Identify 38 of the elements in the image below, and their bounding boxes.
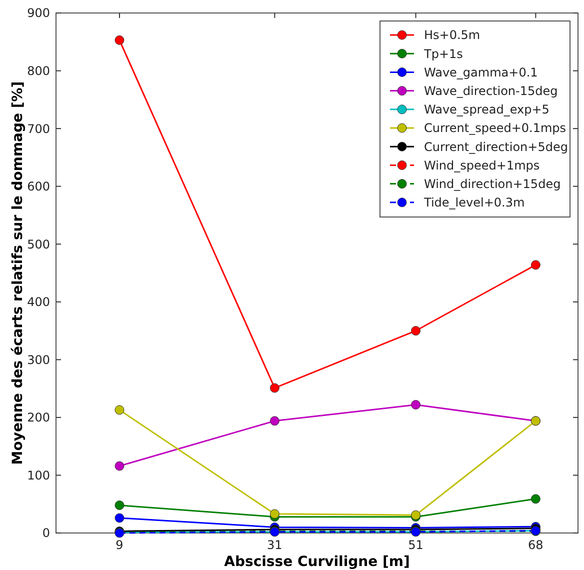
x-tick-label: 51 [408, 538, 424, 552]
point [270, 416, 280, 426]
legend-label: Tide_level+0.3m [423, 196, 525, 210]
y-tick-label: 600 [27, 180, 50, 194]
y-tick-label: 800 [27, 64, 50, 78]
legend-label: Current_speed+0.1mps [424, 121, 566, 136]
y-tick-label: 100 [27, 468, 50, 482]
y-tick-label: 400 [27, 295, 50, 310]
y-tick-label: 0 [42, 526, 50, 540]
legend-label: Wave_gamma+0.1 [424, 65, 538, 80]
legend-label: Wind_speed+1mps [424, 158, 540, 172]
x-tick-label: 31 [267, 538, 282, 552]
x-tick-label: 68 [528, 538, 544, 552]
point [411, 326, 421, 336]
legend-label: Hs+0.5m [424, 28, 480, 42]
legend-label: Wind_direction+15deg [424, 177, 561, 191]
legend-label: Wave_spread_exp+5 [424, 102, 550, 117]
point [114, 35, 124, 45]
point [114, 500, 124, 510]
point [411, 400, 421, 410]
y-tick-label: 700 [27, 122, 50, 136]
x-axis-title: Abscisse Curviligne [m] [224, 554, 410, 570]
point [270, 383, 280, 393]
x-tick-label: 9 [116, 538, 124, 552]
y-tick-label: 300 [27, 352, 50, 367]
y-tick-label: 200 [27, 410, 50, 425]
y-tick-label: 900 [27, 6, 50, 20]
point [530, 494, 540, 504]
legend-label: Wave_direction-15deg [424, 84, 558, 98]
y-tick-label: 500 [27, 237, 50, 252]
legend-label: Tp+1s [423, 46, 463, 61]
point [114, 513, 124, 523]
point [114, 405, 124, 415]
point [270, 509, 280, 519]
point [114, 461, 124, 471]
legend-label: Current_direction+5deg [424, 140, 568, 154]
point [530, 260, 540, 270]
y-axis-title: Moyenne des écarts relatifs sur le dommage [%] [10, 81, 26, 465]
